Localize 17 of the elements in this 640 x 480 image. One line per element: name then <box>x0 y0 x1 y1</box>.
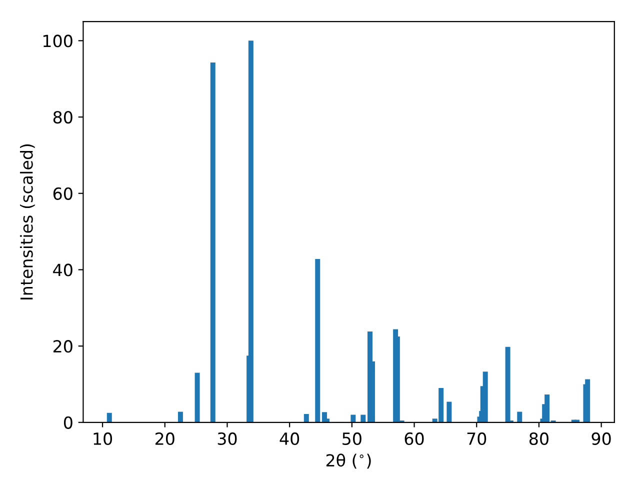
x-tick-label: 80 <box>529 432 548 446</box>
x-tick-label: 50 <box>342 432 362 446</box>
y-axis-title: Intensities (scaled) <box>20 144 35 300</box>
x-tick-label: 30 <box>218 432 237 446</box>
y-tick-label: 40 <box>53 264 72 276</box>
x-tick-label: 70 <box>467 432 486 446</box>
y-tick-label: 100 <box>43 34 72 48</box>
x-tick-label: 90 <box>592 432 611 446</box>
x-tick-label: 10 <box>94 432 112 446</box>
x-axis-title: 2θ ($^{∘}$) <box>326 454 371 469</box>
y-tick-label: 0 <box>64 416 72 429</box>
x-tick-label: 20 <box>155 432 174 446</box>
y-tick-label: 60 <box>53 187 72 200</box>
y-tick-label: 20 <box>53 340 72 353</box>
x-tick-label: 40 <box>280 432 300 446</box>
x-tick-label: 60 <box>404 432 424 446</box>
y-tick-label: 80 <box>53 110 72 124</box>
